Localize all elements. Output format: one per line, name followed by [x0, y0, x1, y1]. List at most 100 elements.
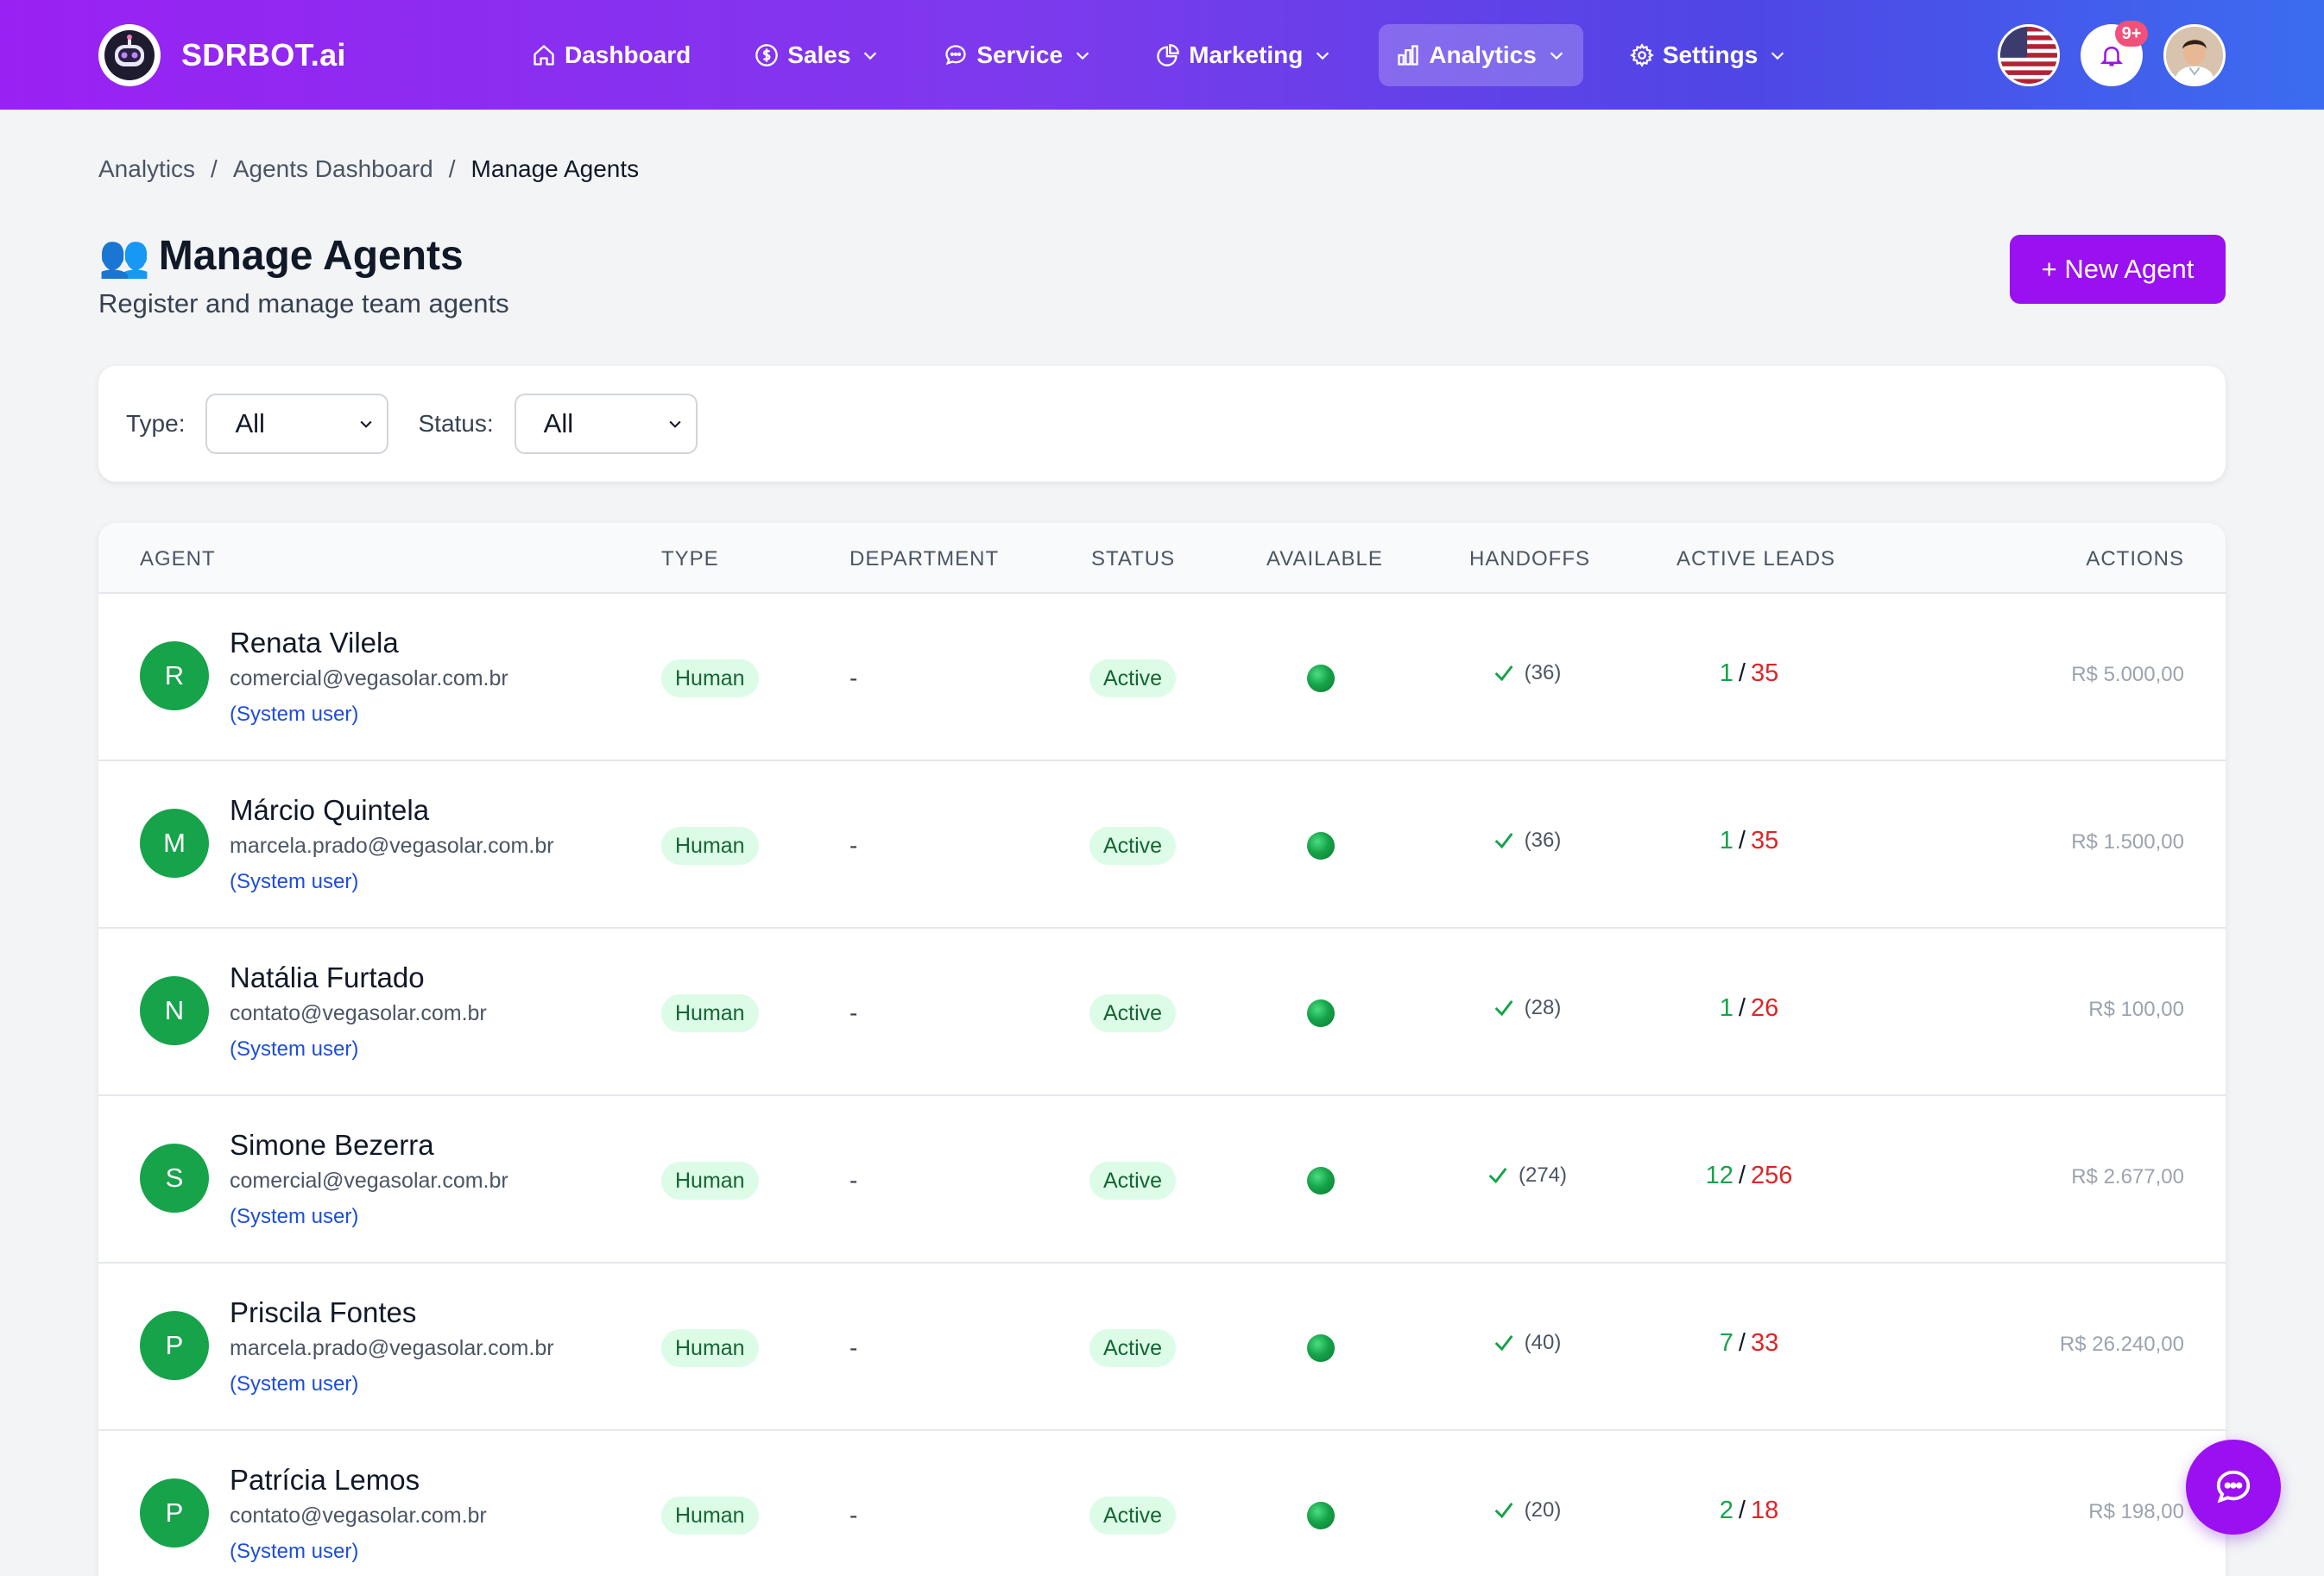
type-filter-label: Type: [126, 410, 186, 437]
system-user-link[interactable]: (System user) [230, 1037, 359, 1061]
agent-amount: R$ 1.500,00 [2071, 830, 2184, 854]
user-photo-icon [2166, 27, 2223, 84]
type-filter-value: All [235, 408, 265, 438]
agent-avatar: P [140, 1311, 209, 1380]
status-badge: Active [1089, 1162, 1177, 1200]
agent-amount: R$ 198,00 [2088, 1500, 2184, 1523]
breadcrumb-analytics[interactable]: Analytics [98, 155, 196, 182]
table-row[interactable]: S Simone Bezerra comercial@vegasolar.com.b… [98, 1094, 2226, 1262]
handoffs-count: (274) [1518, 1163, 1568, 1187]
department-value: - [849, 999, 858, 1026]
active-leads-cell: 1/35 [1663, 659, 1835, 688]
language-selector[interactable] [1998, 24, 2060, 86]
handoffs-cell: (274) [1440, 1163, 1613, 1188]
leads-total: 35 [1750, 827, 1779, 854]
brand[interactable]: SDRBOT.ai [98, 24, 346, 86]
leads-active: 7 [1719, 1329, 1734, 1357]
nav-settings[interactable]: Settings [1613, 24, 1804, 86]
nav-label: Dashboard [565, 41, 692, 68]
active-leads-cell: 2/18 [1663, 1497, 1835, 1525]
nav-analytics[interactable]: Analytics [1379, 24, 1583, 86]
leads-total: 33 [1750, 1329, 1779, 1357]
top-navbar: SDRBOT.ai Dashboard Sales Service Market… [0, 0, 2324, 110]
system-user-link[interactable]: (System user) [230, 1372, 359, 1396]
agent-email: contato@vegasolar.com.br [230, 1001, 487, 1025]
table-row[interactable]: P Priscila Fontes marcela.prado@vegasolar.… [98, 1262, 2226, 1429]
chat-bubble-icon [945, 45, 967, 66]
new-agent-button[interactable]: + New Agent [2010, 235, 2226, 304]
agent-name: Márcio Quintela [230, 794, 430, 826]
chat-fab-button[interactable] [2186, 1440, 2281, 1535]
leads-separator: / [1738, 1162, 1746, 1189]
leads-total: 256 [1750, 1162, 1793, 1189]
available-indicator [1307, 1167, 1335, 1195]
available-indicator [1307, 1334, 1335, 1362]
type-badge: Human [661, 1162, 759, 1200]
check-icon [1494, 1502, 1513, 1519]
gear-icon [1629, 43, 1654, 67]
system-user-link[interactable]: (System user) [230, 1540, 359, 1563]
system-user-link[interactable]: (System user) [230, 703, 359, 726]
agent-amount: R$ 5.000,00 [2071, 663, 2184, 686]
notifications-button[interactable]: 9+ [2081, 21, 2148, 86]
agent-email: contato@vegasolar.com.br [230, 1504, 487, 1528]
bar-chart-icon [1398, 45, 1418, 66]
handoffs-cell: (36) [1440, 829, 1613, 853]
agent-avatar: P [140, 1478, 209, 1548]
chevron-down-icon [669, 420, 681, 428]
nav-dashboard[interactable]: Dashboard [515, 24, 708, 86]
column-header-available: AVAILABLE [1266, 547, 1383, 571]
system-user-link[interactable]: (System user) [230, 1205, 359, 1228]
leads-total: 18 [1750, 1497, 1779, 1524]
status-filter-value: All [543, 408, 574, 438]
chevron-down-icon [864, 52, 877, 60]
leads-active: 1 [1719, 659, 1734, 687]
agent-email: comercial@vegasolar.com.br [230, 1169, 508, 1193]
nav-label: Analytics [1429, 41, 1537, 68]
handoffs-cell: (40) [1440, 1331, 1613, 1355]
leads-active: 2 [1719, 1497, 1734, 1524]
us-flag-icon [2000, 27, 2057, 84]
handoffs-count: (40) [1524, 1331, 1562, 1354]
agent-email: marcela.prado@vegasolar.com.br [230, 1336, 554, 1360]
agent-amount: R$ 2.677,00 [2071, 1165, 2184, 1188]
available-indicator [1307, 832, 1335, 860]
leads-separator: / [1738, 994, 1746, 1022]
nav-service[interactable]: Service [926, 24, 1109, 86]
status-badge: Active [1089, 1329, 1177, 1367]
table-row[interactable]: R Renata Vilela comercial@vegasolar.com.br… [98, 592, 2226, 760]
chevron-down-icon [1771, 52, 1784, 60]
agent-name: Renata Vilela [230, 627, 399, 659]
agent-email: comercial@vegasolar.com.br [230, 666, 508, 690]
people-icon: 👥 [98, 234, 150, 280]
filters-bar: Type: All Status: All [98, 366, 2226, 482]
column-header-type: TYPE [661, 547, 719, 571]
nav-sales[interactable]: Sales [737, 24, 897, 86]
status-badge: Active [1089, 827, 1177, 865]
column-header-active-leads: ACTIVE LEADS [1677, 547, 1836, 571]
type-badge: Human [661, 659, 759, 697]
robot-logo-icon [98, 24, 161, 86]
leads-active: 12 [1705, 1162, 1734, 1189]
nav-label: Sales [787, 41, 851, 68]
nav-label: Settings [1662, 41, 1759, 68]
breadcrumb: Analytics / Agents Dashboard / Manage Ag… [98, 155, 639, 183]
nav-marketing[interactable]: Marketing [1139, 24, 1349, 86]
notification-badge: 9+ [2115, 21, 2148, 47]
breadcrumb-agents-dashboard[interactable]: Agents Dashboard [232, 155, 433, 182]
table-row[interactable]: P Patrícia Lemos contato@vegasolar.com.br (… [98, 1429, 2226, 1576]
user-avatar[interactable] [2163, 24, 2226, 86]
department-value: - [849, 1502, 858, 1529]
system-user-link[interactable]: (System user) [230, 870, 359, 893]
type-badge: Human [661, 1329, 759, 1367]
status-filter-select[interactable]: All [514, 394, 698, 454]
table-row[interactable]: M Márcio Quintela marcela.prado@vegasolar.… [98, 760, 2226, 927]
breadcrumb-separator: / [448, 155, 456, 182]
available-indicator [1307, 999, 1335, 1027]
available-indicator [1307, 665, 1335, 692]
agent-name: Patrícia Lemos [230, 1464, 420, 1496]
page-subtitle: Register and manage team agents [98, 288, 509, 318]
type-filter-select[interactable]: All [205, 394, 389, 454]
leads-separator: / [1738, 1497, 1746, 1524]
table-row[interactable]: N Natália Furtado contato@vegasolar.com.br… [98, 927, 2226, 1094]
